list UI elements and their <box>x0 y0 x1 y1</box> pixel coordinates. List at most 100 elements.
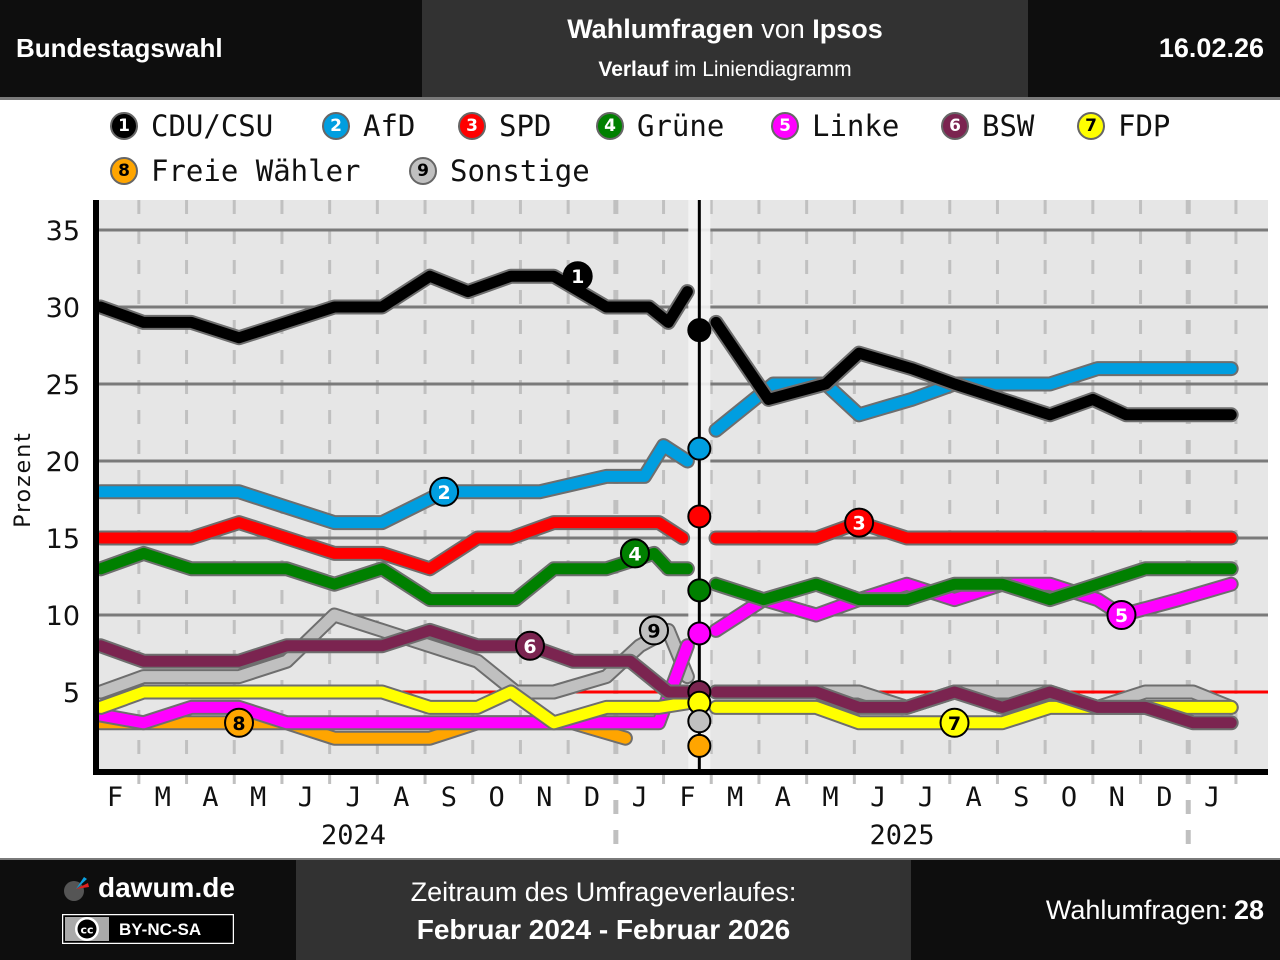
y-axis-title: Prozent <box>11 431 36 528</box>
series-label-number: 2 <box>438 482 451 504</box>
header: Bundestagswahl Wahlumfragen von Ipsos Ve… <box>0 0 1280 97</box>
x-tick-label: D <box>1156 782 1172 813</box>
chart-title: Wahlumfragen von Ipsos <box>422 14 1028 45</box>
y-tick-label: 10 <box>46 601 80 632</box>
series-label-number: 8 <box>232 713 245 735</box>
legend-label: Linke <box>812 109 900 143</box>
poll-count-label: Wahlumfragen: <box>1045 894 1228 925</box>
x-tick-label: N <box>536 782 552 813</box>
year-label: 2025 <box>870 820 935 851</box>
legend-item-gr-ne: 4 Grüne <box>596 104 724 148</box>
x-tick-label: J <box>870 782 886 813</box>
period-box: Zeitraum des Umfrageverlaufes: Februar 2… <box>296 860 911 960</box>
legend-marker-icon: 5 <box>771 112 799 140</box>
x-tick-label: M <box>250 782 266 813</box>
x-tick-label: D <box>584 782 600 813</box>
institute-name: Ipsos <box>812 14 883 44</box>
subtitle-rest: im Liniendiagramm <box>668 58 852 81</box>
legend-item-fdp: 7 FDP <box>1077 104 1170 148</box>
poll-count-value: 28 <box>1233 894 1264 925</box>
chart-subtitle: Verlauf im Liniendiagramm <box>422 58 1028 82</box>
x-tick-label: S <box>1013 782 1029 813</box>
series-label-number: 3 <box>853 513 866 535</box>
legend-label: SPD <box>499 109 552 143</box>
election-result-dot <box>687 578 712 603</box>
legend-label: CDU/CSU <box>151 109 274 143</box>
brand-link[interactable]: dawum.de <box>62 872 235 904</box>
date-label: 16.02.26 <box>1158 33 1264 63</box>
y-tick-label: 35 <box>46 216 80 247</box>
legend-marker-icon: 2 <box>322 112 350 140</box>
series-label-marker <box>939 707 970 738</box>
y-tick-label: 25 <box>46 370 80 401</box>
legend-marker-icon: 1 <box>110 112 138 140</box>
legend-label: Grüne <box>637 109 725 143</box>
legend-marker-icon: 3 <box>458 112 486 140</box>
series-line-bsw <box>95 624 693 698</box>
cc-license-icon: cc BY-NC-SA <box>61 913 235 945</box>
series-label-number: 5 <box>1115 605 1128 627</box>
legend-marker-icon: 8 <box>110 157 138 185</box>
election-title: Bundestagswahl <box>16 33 223 63</box>
x-tick-label: M <box>155 782 171 813</box>
x-tick-label: A <box>393 782 409 813</box>
series-line-cdu-csu <box>95 270 693 344</box>
election-result-dot <box>687 733 712 758</box>
y-axis-line <box>93 200 99 774</box>
series-label-marker <box>562 261 593 292</box>
x-tick-label: J <box>298 782 314 813</box>
x-tick-label: J <box>632 782 648 813</box>
footer-divider <box>0 858 1280 861</box>
series-label-number: 7 <box>948 713 961 735</box>
y-tick-label: 5 <box>63 678 80 709</box>
legend-item-sonstige: 9 Sonstige <box>409 149 590 193</box>
series-label-marker <box>619 538 650 569</box>
poll-count: Wahlumfragen: 28 <box>1046 860 1264 960</box>
series-label-marker <box>514 630 545 661</box>
series-line-fdp <box>95 686 693 729</box>
x-axis-line <box>93 769 1268 775</box>
series-line-bsw <box>710 686 1237 729</box>
legend-label: Sonstige <box>450 154 590 188</box>
x-tick-label: F <box>679 782 695 813</box>
year-label: 2024 <box>321 820 386 851</box>
legend-marker-icon: 4 <box>596 112 624 140</box>
title-bold-1: Wahlumfragen <box>567 14 754 44</box>
series-label-marker <box>429 476 460 507</box>
series-label-number: 1 <box>571 266 584 288</box>
x-tick-label: S <box>441 782 457 813</box>
header-divider <box>0 97 1280 100</box>
license-badge[interactable]: cc BY-NC-SA <box>61 913 235 949</box>
legend-item-bsw: 6 BSW <box>941 104 1034 148</box>
legend-label: Freie Wähler <box>151 154 361 188</box>
series-label-marker <box>224 707 255 738</box>
footer-brand-area: dawum.de <box>0 860 296 960</box>
legend-item-afd: 2 AfD <box>322 104 415 148</box>
series-label-marker <box>1106 600 1137 630</box>
x-tick-label: J <box>918 782 934 813</box>
legend-label: AfD <box>363 109 416 143</box>
y-tick-label: 20 <box>46 447 80 478</box>
election-result-dot <box>687 709 712 734</box>
x-tick-label: O <box>1061 782 1077 813</box>
series-line-afd <box>95 440 693 529</box>
series-label-marker <box>844 507 875 538</box>
legend-label: FDP <box>1118 109 1171 143</box>
legend-marker-icon: 9 <box>409 157 437 185</box>
brand-name: dawum.de <box>98 872 235 903</box>
legend-marker-icon: 7 <box>1077 112 1105 140</box>
period-value: Februar 2024 - Februar 2026 <box>416 914 791 945</box>
legend-label: BSW <box>982 109 1035 143</box>
series-line-spd <box>95 517 689 575</box>
title-mid: von <box>753 14 813 44</box>
election-result-dot <box>687 436 712 461</box>
x-tick-label: O <box>488 782 504 813</box>
svg-text:cc: cc <box>80 924 93 937</box>
x-tick-label: M <box>727 782 743 813</box>
legend-item-cdu-csu: 1 CDU/CSU <box>110 104 273 148</box>
subtitle-bold: Verlauf <box>598 58 669 81</box>
x-tick-label: A <box>775 782 791 813</box>
header-center: Wahlumfragen von Ipsos Verlauf im Linien… <box>422 0 1028 97</box>
legend-marker-icon: 6 <box>941 112 969 140</box>
